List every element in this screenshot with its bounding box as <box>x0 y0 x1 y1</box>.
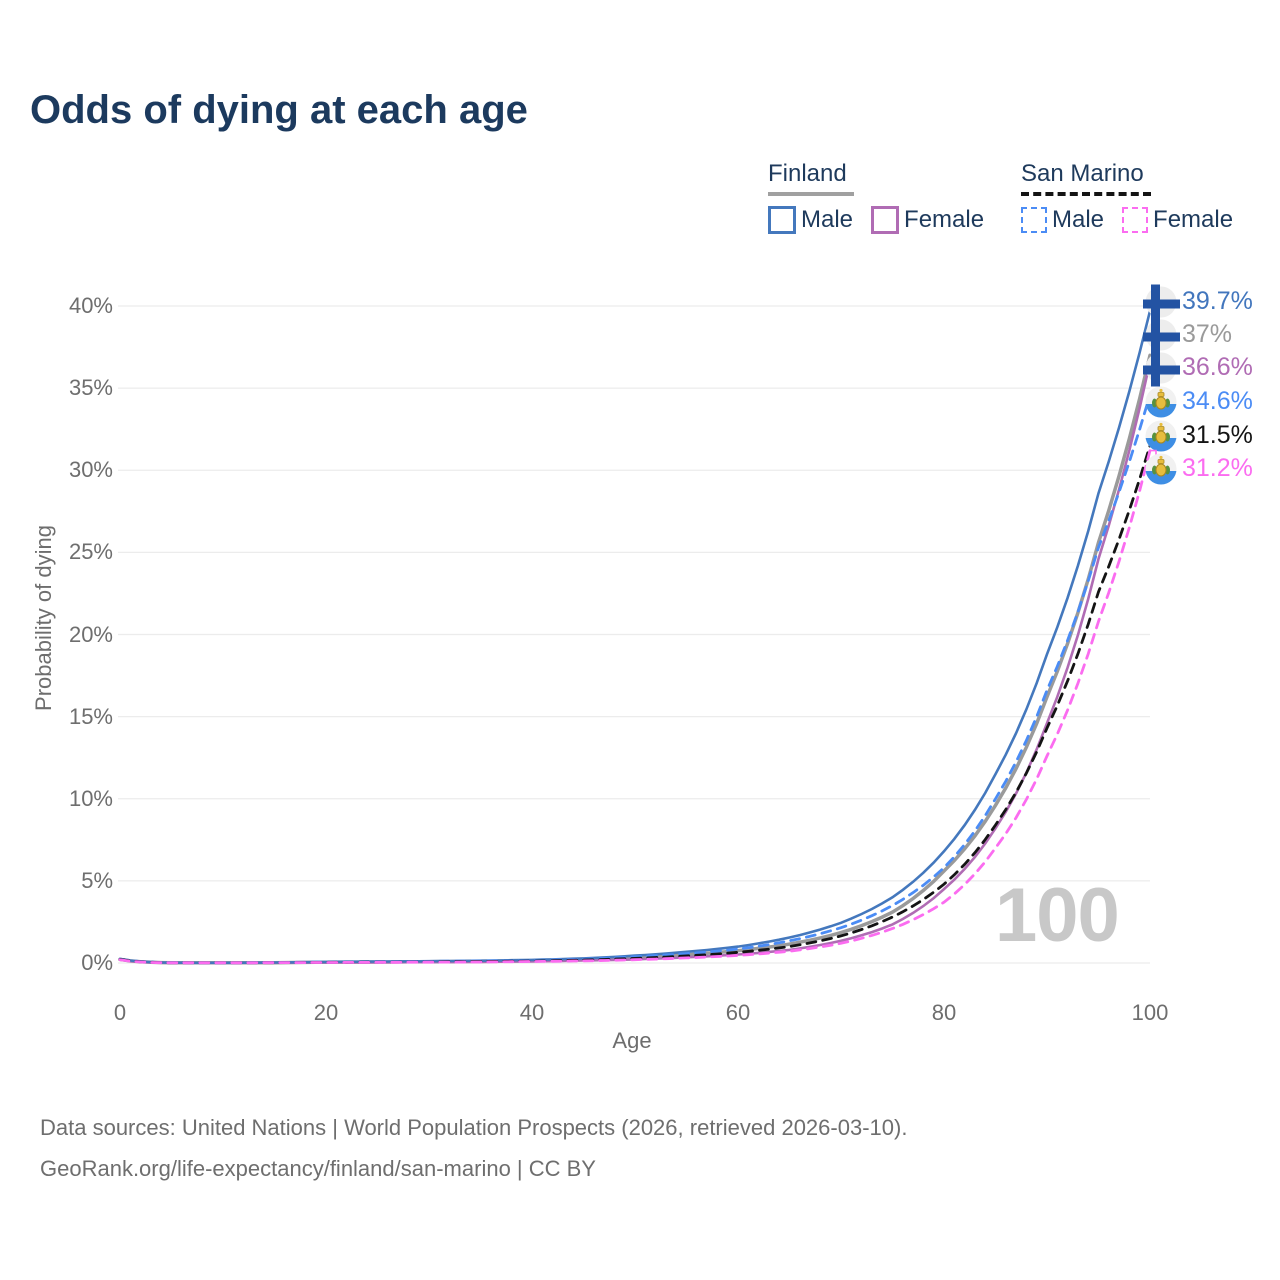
legend-item-finland-female[interactable]: Female <box>871 206 984 234</box>
legend-title-finland: Finland <box>768 160 847 187</box>
finland-flag-icon <box>1143 317 1180 354</box>
end-label-sanmarino-female: 31.2% <box>1182 454 1253 482</box>
y-tick-25%: 25% <box>68 539 113 565</box>
x-tick-100: 100 <box>1131 1000 1169 1025</box>
x-axis-title: Age <box>612 1028 652 1053</box>
legend-item-san-marino-female[interactable]: Female <box>1122 206 1233 234</box>
footer: Data sources: United Nations | World Pop… <box>40 1108 907 1189</box>
y-tick-35%: 35% <box>68 375 113 401</box>
finland-flag-icon <box>1143 284 1180 321</box>
finland-flag-icon <box>1143 350 1180 387</box>
x-tick-80: 80 <box>931 1000 957 1025</box>
san-marino-male-swatch <box>1021 207 1047 233</box>
legend-label-san-marino-male: Male <box>1052 206 1105 233</box>
y-tick-10%: 10% <box>68 785 113 811</box>
finland-female-swatch <box>871 206 900 234</box>
data-sources-text: Data sources: United Nations | World Pop… <box>40 1115 908 1140</box>
legend-item-san-marino-male[interactable]: Male <box>1021 206 1104 234</box>
x-tick-0: 0 <box>113 1000 127 1025</box>
series-line-sanmarino-male[interactable] <box>118 393 1152 965</box>
x-tick-20: 20 <box>313 1000 339 1025</box>
san-marino-flag-icon <box>1145 386 1177 418</box>
end-label-finland-male: 39.7% <box>1182 287 1253 315</box>
y-axis-title: Probability of dying <box>31 525 56 711</box>
legend-label-finland-male: Male <box>801 206 854 233</box>
legend-item-finland-male[interactable]: Male <box>768 206 853 234</box>
san-marino-female-swatch <box>1122 207 1149 233</box>
san-marino-flag-icon <box>1145 420 1177 452</box>
y-tick-30%: 30% <box>68 457 113 483</box>
georank-attribution-text: GeoRank.org/life-expectancy/finland/san-… <box>40 1155 596 1181</box>
series-line-finland-male[interactable] <box>118 309 1152 965</box>
end-label-sanmarino-male: 34.6% <box>1182 387 1253 415</box>
series-line-sanmarino-female[interactable] <box>118 449 1152 965</box>
finland-solid-line-sample <box>768 192 854 196</box>
page-title: Odds of dying at each age <box>30 88 528 132</box>
legend-label-san-marino-female: Female <box>1153 206 1234 233</box>
y-tick-40%: 40% <box>68 293 113 318</box>
y-tick-20%: 20% <box>68 621 113 647</box>
legend-title-san-marino: San Marino <box>1021 160 1144 187</box>
y-tick-0%: 0% <box>81 950 113 975</box>
san-marino-dashed-line-sample <box>1021 192 1151 196</box>
x-tick-40: 40 <box>519 1000 545 1025</box>
y-tick-5%: 5% <box>81 867 113 893</box>
end-label-finland-both: 37% <box>1182 320 1233 348</box>
x-tick-60: 60 <box>725 1000 751 1025</box>
legend-label-finland-female: Female <box>904 206 985 233</box>
end-label-sanmarino-both: 31.5% <box>1182 421 1253 449</box>
legend-group-san-marino: San Marino Male Female <box>1021 160 1233 234</box>
y-tick-15%: 15% <box>68 703 113 729</box>
end-label-finland-female: 36.6% <box>1182 353 1253 381</box>
finland-male-swatch <box>768 206 796 234</box>
legend-group-finland: Finland Male Female <box>768 160 984 234</box>
watermark-age-100: 100 <box>995 873 1120 958</box>
san-marino-flag-icon <box>1145 453 1177 485</box>
